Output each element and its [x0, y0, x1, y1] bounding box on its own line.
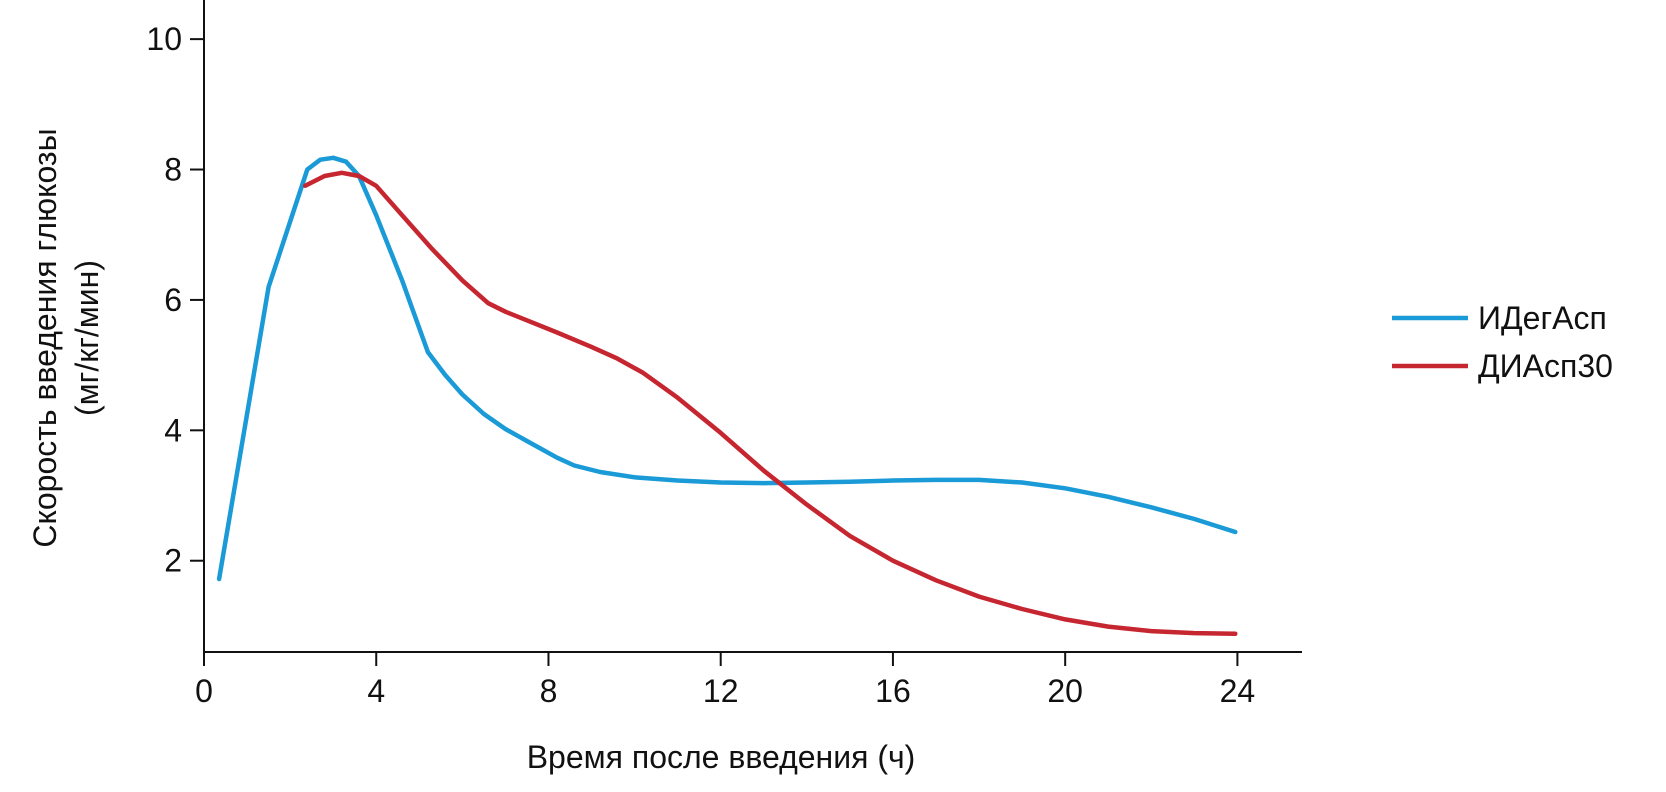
y-ticks: 2 4 6 8 10: [146, 21, 204, 579]
y-tick-label: 2: [164, 543, 182, 579]
series-line-1: [216, 155, 1238, 582]
legend-label-1: ИДегАсп: [1478, 300, 1607, 336]
y-tick-label: 6: [164, 282, 182, 318]
x-tick-label: 12: [703, 673, 739, 709]
x-ticks: 0 4 8 12 16 20 24: [195, 652, 1255, 709]
y-axis-title-line2: (мг/кг/мин): [69, 260, 105, 416]
y-tick-label: 4: [164, 412, 182, 448]
x-tick-label: 24: [1220, 673, 1256, 709]
series-lines: [216, 155, 1238, 636]
x-tick-label: 0: [195, 673, 213, 709]
x-tick-label: 20: [1047, 673, 1083, 709]
y-axis-title-line1: Скорость введения глюкозы: [27, 128, 63, 547]
y-axis-title: Скорость введения глюкозы (мг/кг/мин): [27, 128, 105, 547]
x-tick-label: 16: [875, 673, 911, 709]
legend-label-2: ДИАсп30: [1478, 348, 1613, 384]
y-tick-label: 8: [164, 152, 182, 188]
y-tick-label: 10: [146, 21, 182, 57]
legend: ИДегАсп ДИАсп30: [1392, 300, 1613, 384]
series-line-2: [302, 170, 1238, 636]
x-axis-title: Время после введения (ч): [527, 739, 916, 775]
x-tick-label: 4: [367, 673, 385, 709]
x-tick-label: 8: [540, 673, 558, 709]
